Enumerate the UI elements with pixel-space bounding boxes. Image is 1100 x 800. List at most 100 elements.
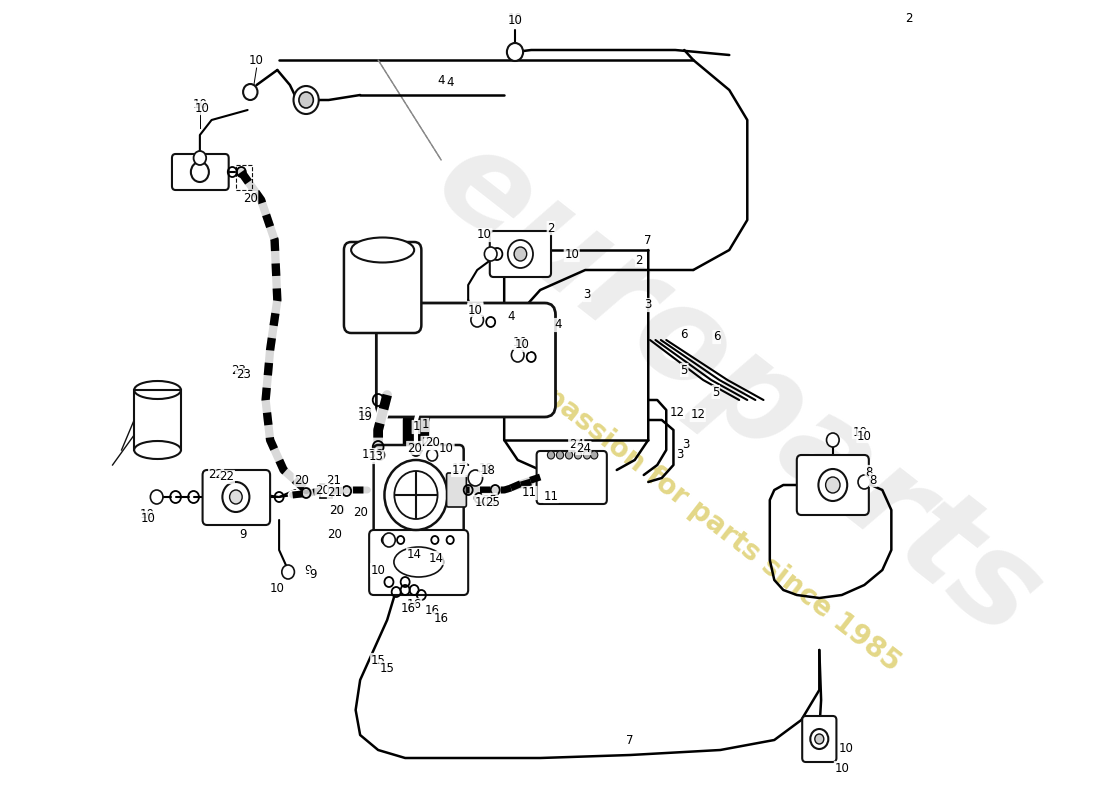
Text: 20: 20 — [407, 442, 421, 454]
FancyBboxPatch shape — [490, 231, 551, 277]
Text: 19: 19 — [358, 410, 373, 422]
FancyBboxPatch shape — [370, 530, 469, 595]
Text: 10: 10 — [839, 742, 854, 754]
Text: 4: 4 — [554, 318, 562, 331]
Text: 17: 17 — [452, 462, 466, 474]
Text: 12: 12 — [691, 409, 705, 422]
Circle shape — [811, 729, 828, 749]
Text: 11: 11 — [521, 486, 537, 499]
Ellipse shape — [351, 238, 415, 262]
Text: 20: 20 — [243, 191, 257, 205]
Circle shape — [583, 451, 591, 459]
Text: 12: 12 — [670, 406, 684, 418]
Text: 24: 24 — [576, 442, 591, 454]
Text: 2: 2 — [905, 11, 913, 25]
Text: 16: 16 — [433, 611, 449, 625]
Text: 13: 13 — [368, 450, 384, 463]
Text: 15: 15 — [371, 654, 386, 666]
Text: 20: 20 — [315, 483, 330, 497]
Text: 10: 10 — [857, 430, 872, 442]
Text: 10: 10 — [513, 337, 528, 350]
Text: 10: 10 — [468, 302, 483, 314]
Circle shape — [565, 451, 573, 459]
Text: 6: 6 — [681, 329, 688, 342]
Ellipse shape — [134, 441, 182, 459]
Text: 25: 25 — [483, 494, 497, 506]
Text: 8: 8 — [870, 474, 877, 486]
Text: 5: 5 — [712, 386, 719, 398]
Text: 3: 3 — [676, 449, 683, 462]
Text: 11: 11 — [543, 490, 559, 502]
Text: 10: 10 — [477, 229, 492, 242]
Text: 20: 20 — [421, 437, 436, 450]
Text: 23: 23 — [235, 369, 251, 382]
Text: 13: 13 — [362, 449, 376, 462]
Text: 10: 10 — [468, 303, 483, 317]
Circle shape — [484, 247, 497, 261]
Circle shape — [243, 84, 257, 100]
Text: 4: 4 — [438, 74, 444, 86]
Text: 1: 1 — [412, 421, 420, 434]
Circle shape — [383, 533, 395, 547]
Text: 21: 21 — [326, 474, 341, 486]
Text: 7: 7 — [627, 734, 634, 746]
Circle shape — [427, 449, 438, 461]
Circle shape — [294, 86, 319, 114]
Text: 18: 18 — [481, 463, 495, 477]
Text: 10: 10 — [270, 582, 285, 594]
FancyBboxPatch shape — [344, 242, 421, 333]
Text: 4: 4 — [447, 75, 454, 89]
Text: 10: 10 — [140, 509, 154, 522]
Text: 15: 15 — [379, 662, 395, 674]
Text: 20: 20 — [294, 474, 309, 486]
Circle shape — [507, 43, 524, 61]
Text: 19: 19 — [358, 406, 373, 419]
FancyBboxPatch shape — [447, 473, 466, 507]
Text: 10: 10 — [439, 442, 454, 454]
Text: 23: 23 — [231, 363, 246, 377]
FancyBboxPatch shape — [802, 716, 836, 762]
Circle shape — [299, 92, 314, 108]
Text: 3: 3 — [645, 298, 652, 311]
Text: 6: 6 — [713, 330, 721, 343]
Text: 10: 10 — [192, 98, 207, 111]
Text: europarts: europarts — [411, 115, 1065, 665]
Circle shape — [514, 247, 527, 261]
Text: 2: 2 — [905, 11, 913, 25]
Text: 9: 9 — [305, 563, 311, 577]
Circle shape — [858, 475, 870, 489]
Text: 24: 24 — [569, 438, 584, 451]
Text: 1: 1 — [421, 418, 429, 431]
Text: 8: 8 — [865, 466, 872, 478]
FancyBboxPatch shape — [202, 470, 271, 525]
Text: 10: 10 — [250, 54, 264, 66]
Circle shape — [282, 565, 295, 579]
Bar — [134, 390, 182, 450]
Text: 25: 25 — [485, 497, 499, 510]
FancyBboxPatch shape — [376, 303, 556, 417]
Text: 16: 16 — [425, 603, 440, 617]
FancyBboxPatch shape — [172, 154, 229, 190]
Text: 9: 9 — [309, 569, 317, 582]
Text: 3: 3 — [583, 289, 591, 302]
Circle shape — [151, 490, 163, 504]
Bar — [235, 165, 252, 190]
Circle shape — [815, 734, 824, 744]
Text: 10: 10 — [507, 14, 522, 26]
Circle shape — [574, 451, 582, 459]
Text: 4: 4 — [507, 310, 515, 322]
Text: 10: 10 — [507, 11, 522, 25]
Circle shape — [384, 460, 448, 530]
Text: 20: 20 — [330, 503, 345, 517]
Text: a passion for parts since 1985: a passion for parts since 1985 — [516, 363, 906, 677]
Text: 10: 10 — [371, 563, 386, 577]
FancyBboxPatch shape — [796, 455, 869, 515]
Text: 20: 20 — [425, 437, 440, 450]
Text: 20: 20 — [329, 503, 344, 517]
Text: 2: 2 — [548, 222, 554, 234]
Bar — [134, 390, 182, 450]
Text: 9: 9 — [240, 529, 246, 542]
Circle shape — [230, 490, 242, 504]
Circle shape — [548, 451, 554, 459]
Text: 20: 20 — [353, 506, 367, 519]
